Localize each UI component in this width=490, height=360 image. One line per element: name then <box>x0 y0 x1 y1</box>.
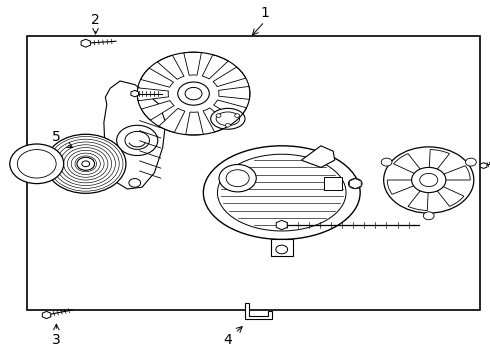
Ellipse shape <box>211 108 245 129</box>
Circle shape <box>185 87 202 100</box>
Circle shape <box>276 245 288 254</box>
Circle shape <box>225 123 230 127</box>
Circle shape <box>77 157 95 170</box>
Polygon shape <box>245 303 272 319</box>
Bar <box>27 36 480 310</box>
Wedge shape <box>141 68 173 87</box>
Wedge shape <box>137 88 169 101</box>
Circle shape <box>412 167 446 193</box>
Polygon shape <box>301 146 335 167</box>
Circle shape <box>226 170 249 187</box>
Polygon shape <box>104 81 166 189</box>
Circle shape <box>235 114 240 117</box>
Circle shape <box>82 161 90 167</box>
Polygon shape <box>81 39 91 47</box>
Polygon shape <box>276 220 287 230</box>
Wedge shape <box>203 108 230 132</box>
Text: 3: 3 <box>52 333 61 347</box>
Wedge shape <box>393 154 420 174</box>
Circle shape <box>420 174 438 186</box>
Wedge shape <box>219 86 250 99</box>
Ellipse shape <box>203 146 360 239</box>
Ellipse shape <box>218 154 346 231</box>
Text: 4: 4 <box>223 333 232 347</box>
Text: 1: 1 <box>260 6 269 19</box>
Wedge shape <box>157 55 184 79</box>
Polygon shape <box>480 163 487 168</box>
Circle shape <box>46 134 126 193</box>
Circle shape <box>10 144 64 184</box>
Wedge shape <box>184 52 201 75</box>
Polygon shape <box>131 90 139 97</box>
Wedge shape <box>387 180 414 194</box>
Wedge shape <box>443 166 470 180</box>
Polygon shape <box>42 311 51 319</box>
Wedge shape <box>141 100 174 120</box>
Circle shape <box>178 82 209 105</box>
Wedge shape <box>202 55 228 79</box>
Wedge shape <box>437 186 464 206</box>
Polygon shape <box>349 179 361 189</box>
Wedge shape <box>159 108 185 132</box>
Circle shape <box>384 147 474 213</box>
Wedge shape <box>214 100 246 119</box>
Circle shape <box>129 179 141 187</box>
FancyBboxPatch shape <box>324 177 342 190</box>
Circle shape <box>117 125 158 156</box>
Circle shape <box>125 131 149 149</box>
Circle shape <box>216 114 221 117</box>
Circle shape <box>17 149 56 178</box>
Circle shape <box>348 179 362 189</box>
Wedge shape <box>429 149 449 170</box>
Text: 5: 5 <box>52 130 61 144</box>
Circle shape <box>466 158 476 166</box>
Circle shape <box>423 212 434 220</box>
Circle shape <box>219 165 256 192</box>
Circle shape <box>381 158 392 166</box>
Wedge shape <box>186 112 203 135</box>
Wedge shape <box>408 190 428 211</box>
Ellipse shape <box>216 112 240 126</box>
Text: 2: 2 <box>91 13 100 27</box>
Polygon shape <box>271 239 293 256</box>
Wedge shape <box>213 67 246 87</box>
